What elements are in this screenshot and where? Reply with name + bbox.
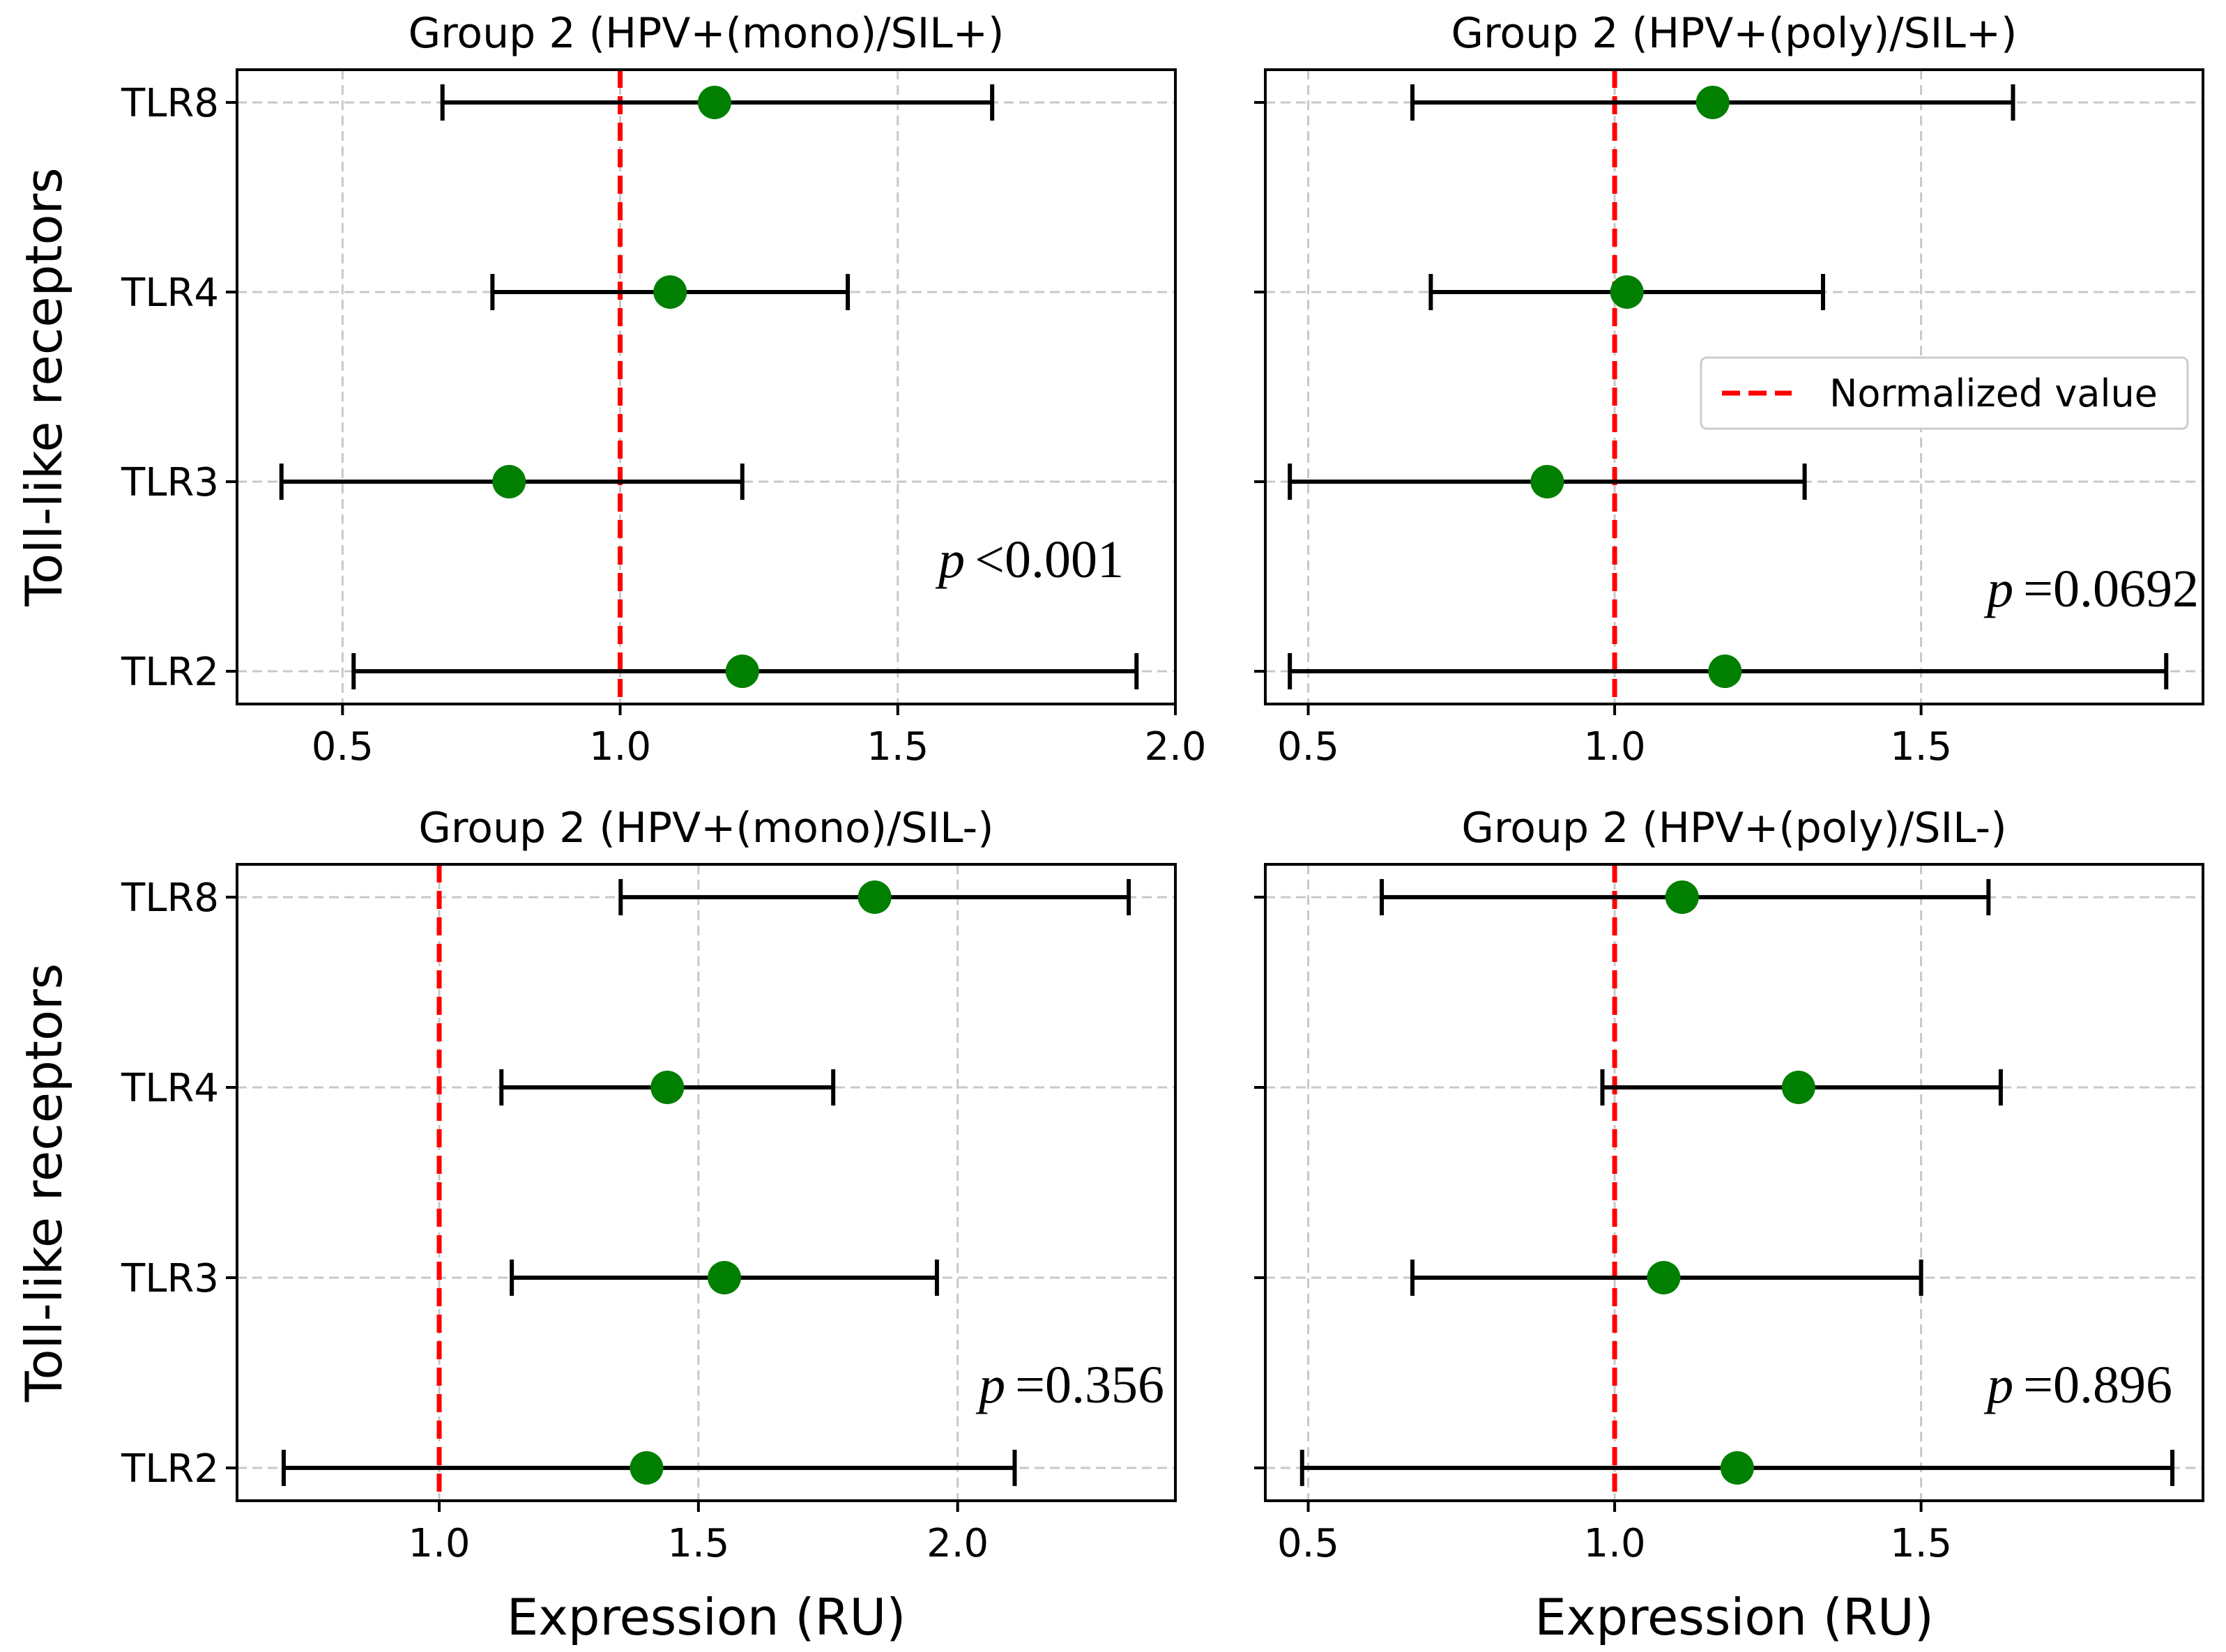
data-point-tlr3: [492, 465, 526, 499]
p-symbol: p: [975, 1356, 1005, 1414]
data-point-tlr8: [1695, 85, 1730, 119]
x-axis-label: Expression (RU): [507, 1588, 906, 1646]
data-point-tlr8: [857, 880, 892, 915]
panel-4: 0.5 1.0 1.5 Group 2 (HPV+(poly)/SIL-) Expres…: [1254, 804, 2204, 1646]
x-tick-label: 2.0: [927, 1521, 989, 1566]
p-value: <0.001: [975, 530, 1124, 589]
data-point-tlr4: [1781, 1071, 1815, 1105]
y-tick-label-tlr2: TLR2: [121, 650, 219, 695]
x-tick-label: 1.0: [1584, 1521, 1646, 1566]
y-tick-label-tlr2: TLR2: [121, 1446, 219, 1492]
p-value-annotation: p =0.896: [1983, 1356, 2172, 1414]
panel-2: 0.5 1.0 1.5 Group 2 (HPV+(poly)/SIL+) p =0.06…: [1254, 9, 2204, 770]
p-value-annotation: p <0.001: [935, 530, 1124, 589]
x-tick-label: 2.0: [1144, 724, 1206, 770]
panel-title: Group 2 (HPV+(poly)/SIL-): [1461, 804, 2006, 852]
data-point-tlr2: [630, 1451, 664, 1485]
p-symbol: p: [935, 530, 965, 589]
p-symbol: p: [1983, 560, 2013, 618]
x-tick-label: 0.5: [1277, 724, 1339, 770]
plot-frame: [1264, 68, 2204, 705]
legend-box: [1700, 356, 2189, 430]
x-tick-label: 1.0: [589, 724, 651, 770]
x-tick-label: 1.5: [867, 724, 929, 770]
p-value: =0.0692: [2023, 560, 2199, 618]
panel-1: 0.5 1.0 1.5 2.0 TLR8 TLR4 TLR3 TLR2 Group 2 (HPV…: [15, 9, 1207, 770]
y-axis-label: Toll-like receptors: [15, 963, 73, 1402]
panel-title: Group 2 (HPV+(mono)/SIL-): [418, 804, 993, 852]
data-point-tlr4: [650, 1071, 685, 1105]
data-point-tlr3: [1530, 465, 1564, 499]
p-value: =0.356: [1015, 1356, 1164, 1414]
data-point-tlr8: [697, 85, 731, 119]
plot-frame: [236, 863, 1177, 1502]
p-value-annotation: p =0.356: [975, 1356, 1164, 1414]
panel-title: Group 2 (HPV+(mono)/SIL+): [409, 9, 1005, 58]
x-tick-label: 0.5: [312, 724, 374, 770]
plot-frame: [236, 68, 1177, 705]
legend-label: Normalized value: [1829, 372, 2158, 415]
data-point-tlr2: [725, 655, 759, 689]
x-axis-label: Expression (RU): [1534, 1588, 1934, 1646]
data-point-tlr2: [1708, 655, 1742, 689]
p-symbol: p: [1983, 1356, 2013, 1414]
data-point-tlr4: [653, 275, 687, 309]
legend: Normalized value: [1700, 356, 2189, 430]
y-tick-label-tlr4: TLR4: [121, 1066, 219, 1111]
p-value: =0.896: [2023, 1356, 2172, 1414]
p-value-annotation: p =0.0692: [1983, 560, 2199, 618]
plot-frame: [1264, 863, 2204, 1502]
data-point-tlr8: [1665, 880, 1699, 915]
data-point-tlr3: [708, 1260, 742, 1294]
y-tick-label-tlr3: TLR3: [121, 460, 219, 505]
x-tick-label: 0.5: [1277, 1521, 1339, 1566]
x-tick-label: 1.5: [667, 1521, 729, 1566]
y-axis-label: Toll-like receptors: [15, 167, 73, 606]
x-tick-label: 1.5: [1890, 724, 1952, 770]
panel-title: Group 2 (HPV+(poly)/SIL+): [1451, 9, 2018, 58]
y-tick-label-tlr8: TLR8: [121, 81, 219, 126]
x-tick-label: 1.0: [408, 1521, 470, 1566]
y-tick-label-tlr8: TLR8: [121, 875, 219, 921]
x-tick-label: 1.5: [1890, 1521, 1952, 1566]
panel-3: 1.0 1.5 2.0 TLR8 TLR4 TLR3 TLR2 Group 2 (HPV+(m…: [15, 804, 1177, 1646]
x-tick-label: 1.0: [1584, 724, 1646, 770]
y-tick-label-tlr3: TLR3: [121, 1256, 219, 1301]
data-point-tlr3: [1647, 1260, 1681, 1294]
data-point-tlr2: [1720, 1451, 1754, 1485]
y-tick-label-tlr4: TLR4: [121, 270, 219, 316]
data-point-tlr4: [1610, 275, 1644, 309]
